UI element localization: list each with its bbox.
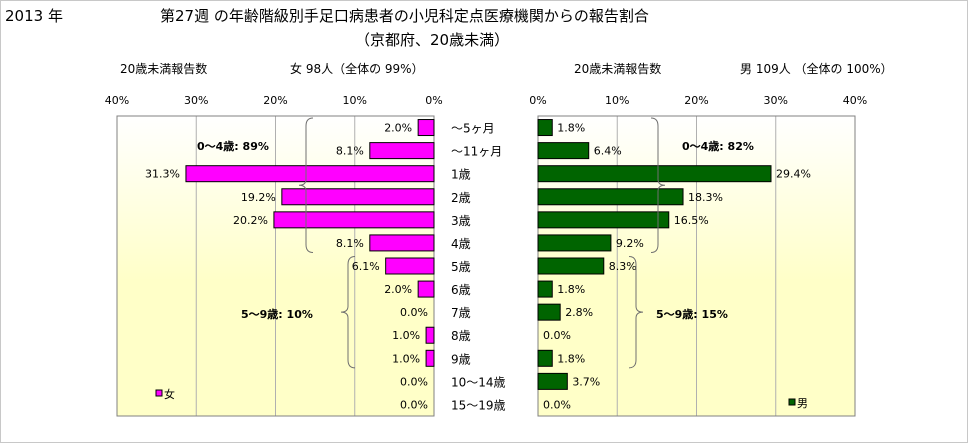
male-bar: [537, 372, 568, 390]
female-data-label: 0.0%: [400, 306, 428, 319]
male-x-tick-label: 30%: [764, 94, 788, 107]
female-data-label: 6.1%: [352, 260, 380, 273]
year-label: 2013 年: [5, 7, 63, 25]
female-bar: [185, 165, 435, 183]
female-x-tick-label: 10%: [343, 94, 367, 107]
age-category-label: 10～14歳: [451, 375, 506, 389]
male-legend-label: 男: [797, 397, 808, 410]
female-0-4-annotation: 0～4歳: 89%: [197, 139, 269, 153]
female-bar: [417, 119, 435, 137]
female-data-label: 19.2%: [241, 191, 276, 204]
age-category-label: 4歳: [451, 237, 471, 251]
age-category-label: 8歳: [451, 329, 471, 343]
female-bar: [273, 211, 435, 229]
female-data-label: 31.3%: [145, 168, 180, 181]
female-x-tick-label: 20%: [263, 94, 287, 107]
female-bar: [385, 257, 435, 275]
female-bar: [281, 188, 435, 206]
male-bar: [537, 349, 553, 367]
female-count-label: 20歳未満報告数: [120, 62, 208, 76]
male-bar: [537, 188, 684, 206]
male-x-tick-label: 0%: [529, 94, 546, 107]
age-category-label: 1歳: [451, 168, 471, 182]
age-category-label: ～5ヶ月: [451, 122, 495, 136]
male-x-tick-label: 40%: [843, 94, 867, 107]
female-data-label: 2.0%: [384, 283, 412, 296]
female-data-label: 20.2%: [233, 214, 268, 227]
male-bar: [537, 142, 590, 160]
female-bar: [369, 142, 435, 160]
male-data-label: 0.0%: [543, 329, 571, 342]
male-data-label: 1.8%: [557, 283, 585, 296]
age-category-label: 7歳: [451, 306, 471, 320]
female-bar: [425, 349, 435, 367]
male-bar: [537, 280, 553, 298]
male-data-label: 29.4%: [776, 168, 811, 181]
female-data-label: 1.0%: [392, 352, 420, 365]
age-category-label: 9歳: [451, 352, 471, 366]
male-bar: [537, 257, 605, 275]
age-category-label: ～11ヶ月: [451, 145, 502, 159]
chart-subtitle: （京都府、20歳未満）: [355, 31, 510, 49]
female-5-9-annotation: 5～9歳: 10%: [241, 307, 313, 321]
female-legend-label: 女: [164, 387, 175, 401]
age-category-label: 5歳: [451, 260, 471, 274]
female-x-tick-label: 40%: [105, 94, 129, 107]
female-5-9-brace: [340, 255, 356, 369]
female-data-label: 0.0%: [400, 398, 428, 411]
male-bar: [537, 303, 561, 321]
male-x-tick-label: 10%: [605, 94, 629, 107]
chart-title: 第27週 の年齢階級別手足口病患者の小児科定点医療機関からの報告割合: [160, 7, 649, 25]
male-data-label: 6.4%: [594, 145, 622, 158]
male-0-4-brace: [650, 117, 666, 253]
female-0-4-brace: [298, 117, 314, 253]
female-data-label: 1.0%: [392, 329, 420, 342]
male-x-tick-label: 20%: [684, 94, 708, 107]
female-legend-swatch: [155, 389, 163, 397]
male-5-9-brace: [628, 255, 644, 369]
female-bar: [425, 326, 435, 344]
male-data-label: 16.5%: [674, 214, 709, 227]
female-data-label: 8.1%: [336, 237, 364, 250]
age-category-label: 2歳: [451, 191, 471, 205]
age-category-label: 3歳: [451, 214, 471, 228]
male-data-label: 9.2%: [616, 237, 644, 250]
male-data-label: 1.8%: [557, 122, 585, 135]
male-data-label: 1.8%: [557, 352, 585, 365]
male-data-label: 8.3%: [609, 260, 637, 273]
male-data-label: 2.8%: [565, 306, 593, 319]
female-bar: [417, 280, 435, 298]
male-data-label: 18.3%: [688, 191, 723, 204]
male-data-label: 0.0%: [543, 398, 571, 411]
male-bar: [537, 165, 772, 183]
male-total-label: 男 109人 （全体の 100%）: [740, 62, 893, 76]
male-data-label: 3.7%: [572, 375, 600, 388]
female-data-label: 0.0%: [400, 375, 428, 388]
male-bar: [537, 211, 670, 229]
female-data-label: 2.0%: [384, 122, 412, 135]
male-count-label: 20歳未満報告数: [574, 62, 662, 76]
female-bar: [369, 234, 435, 252]
age-category-label: 15～19歳: [451, 398, 506, 412]
female-x-tick-label: 0%: [425, 94, 442, 107]
female-x-tick-label: 30%: [184, 94, 208, 107]
male-5-9-annotation: 5～9歳: 15%: [656, 307, 728, 321]
male-0-4-annotation: 0～4歳: 82%: [682, 139, 754, 153]
male-bar: [537, 234, 612, 252]
female-data-label: 8.1%: [336, 145, 364, 158]
female-total-label: 女 98人（全体の 99%）: [290, 62, 424, 76]
male-bar: [537, 119, 553, 137]
age-category-label: 6歳: [451, 283, 471, 297]
male-legend-swatch: [788, 398, 796, 406]
